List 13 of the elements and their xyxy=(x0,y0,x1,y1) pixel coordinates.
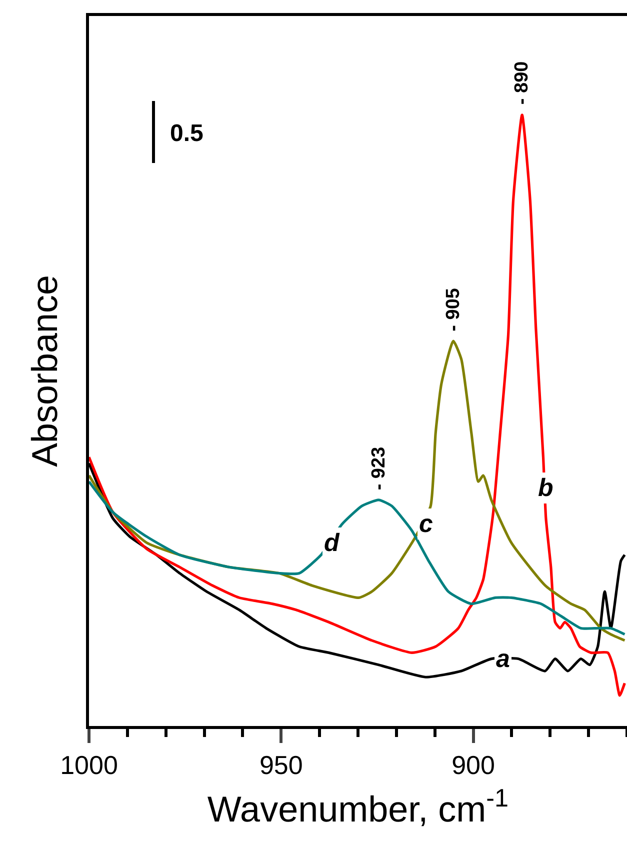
x-tick-label: 950 xyxy=(259,750,303,780)
annotation: b xyxy=(538,474,554,502)
annotation: a xyxy=(496,645,510,673)
annotation: 0.5 xyxy=(170,120,204,147)
x-tick-label: 900 xyxy=(452,750,495,780)
annotation: d xyxy=(324,529,340,557)
annotation: c xyxy=(419,510,433,538)
annotation: - 923 xyxy=(368,446,390,490)
x-axis-title: Wavenumber, cm$^{-1}$ xyxy=(207,784,509,830)
y-axis-title: Absorbance xyxy=(24,274,66,468)
x-tick-label: 1000 xyxy=(60,750,118,780)
annotation: - 890 xyxy=(512,61,533,105)
annotation: - 905 xyxy=(443,288,464,332)
